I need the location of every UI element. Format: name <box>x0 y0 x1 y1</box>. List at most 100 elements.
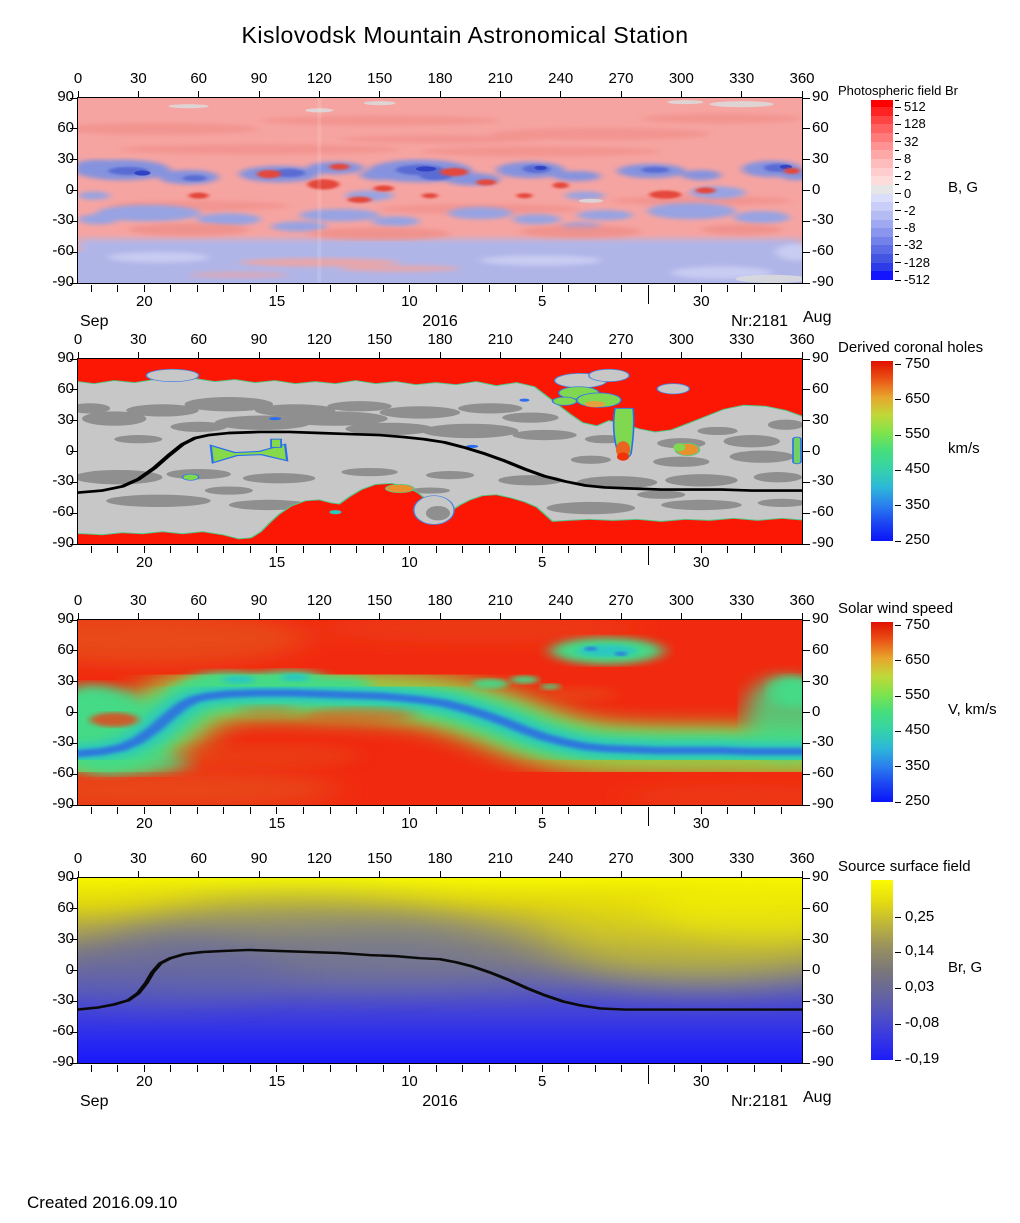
day-tick <box>621 285 623 292</box>
lat-tick-right <box>803 190 810 191</box>
day-tick <box>170 807 172 814</box>
lat-tick-left <box>70 650 77 652</box>
lon-tick <box>680 91 682 97</box>
lat-tick-label-right: -30 <box>812 991 834 1009</box>
lat-tick-label-right: -90 <box>812 534 834 551</box>
colorbar-title: Solar wind speed <box>838 600 954 617</box>
day-tick <box>515 1065 517 1072</box>
lon-tick <box>137 871 139 877</box>
colorbar-tick-label: 250 <box>905 792 931 809</box>
colorbar-tick <box>895 236 899 238</box>
day-tick <box>382 285 384 292</box>
colorbar-tick <box>895 175 901 177</box>
colorbar-gradient <box>871 361 893 541</box>
lon-tick <box>801 613 803 619</box>
lon-tick-label: 0 <box>73 70 83 87</box>
colorbar-segment <box>871 133 893 143</box>
lat-tick-label-left: 60 <box>57 898 74 916</box>
lat-tick-label-left: -60 <box>52 242 74 260</box>
colorbar-segment <box>871 167 893 177</box>
lon-tick <box>499 352 501 358</box>
lon-tick <box>741 613 743 619</box>
colorbar-tick <box>895 244 901 246</box>
lat-tick-label-left: 0 <box>65 702 74 720</box>
colorbar-tick-label: 0,14 <box>905 942 935 959</box>
lat-tick-left <box>70 619 77 621</box>
colorbar-title: Photospheric field Br <box>838 83 958 98</box>
lat-tick-label-right: 30 <box>812 929 829 947</box>
lat-tick-right <box>803 908 810 910</box>
colorbar-tick-label: 750 <box>905 354 931 372</box>
colorbar-tick <box>895 115 899 117</box>
colorbar-tick-label: 450 <box>905 721 931 739</box>
lon-tick-label: 180 <box>427 70 453 87</box>
day-tick <box>568 546 570 553</box>
colorbar-tick <box>895 227 901 229</box>
day-label: 15 <box>268 554 286 571</box>
day-tick <box>488 285 490 292</box>
colorbar-gradient <box>871 622 893 802</box>
day-tick <box>700 1065 702 1072</box>
lon-tick <box>439 613 441 619</box>
lon-tick-label: 60 <box>190 331 207 348</box>
colorbar-tick <box>895 106 901 108</box>
lat-tick-left <box>70 451 77 452</box>
day-tick <box>435 807 437 814</box>
day-tick <box>435 1065 437 1072</box>
lon-tick <box>379 91 381 97</box>
colorbar-tick-label: -8 <box>904 220 916 236</box>
day-tick <box>143 285 145 292</box>
lon-tick <box>499 91 501 97</box>
colorbar-segment <box>871 228 893 238</box>
lon-tick <box>560 91 562 97</box>
month-label-left: Sep <box>80 313 109 330</box>
day-tick <box>90 1065 92 1072</box>
lat-tick-left <box>70 420 77 422</box>
lat-tick-left <box>70 1000 77 1002</box>
lat-tick-label-right: 90 <box>812 88 829 105</box>
day-tick <box>515 285 517 292</box>
year-label: 2016 <box>422 1093 458 1110</box>
slow-speed-green-patches <box>181 386 802 515</box>
lat-tick-right <box>803 650 810 652</box>
lat-tick-label-right: 60 <box>812 118 829 136</box>
day-tick <box>196 807 198 814</box>
lat-tick-label-right: -60 <box>812 242 834 260</box>
day-tick <box>90 546 92 553</box>
lon-tick-label: 60 <box>190 592 207 609</box>
day-tick <box>462 546 464 553</box>
lon-tick <box>499 871 501 877</box>
day-tick <box>249 807 251 814</box>
lat-tick-right <box>803 358 810 360</box>
lon-tick <box>318 871 320 877</box>
lon-tick-label: 30 <box>129 850 147 867</box>
lon-tick-label: 240 <box>548 331 574 348</box>
colorbar-tick <box>895 469 901 471</box>
lon-tick <box>198 871 200 877</box>
lat-tick-right <box>803 681 810 683</box>
lat-tick-label-left: -90 <box>52 1053 74 1070</box>
day-label: 20 <box>136 1073 153 1090</box>
lat-tick-label-right: 0 <box>812 441 821 459</box>
colorbar-tick <box>895 695 901 697</box>
colorbar-unit: V, km/s <box>948 701 997 718</box>
colorbar-tick <box>895 99 899 101</box>
lon-tick-label: 60 <box>190 70 207 87</box>
day-tick <box>568 285 570 292</box>
lat-tick-label-right: 30 <box>812 671 829 689</box>
lat-tick-label-left: -90 <box>52 273 74 290</box>
lon-tick <box>741 91 743 97</box>
lon-tick-label: 300 <box>668 592 694 609</box>
lon-tick <box>258 871 260 877</box>
lat-tick-label-left: 30 <box>57 149 74 167</box>
day-tick <box>435 546 437 553</box>
lon-tick-label: 360 <box>789 592 815 609</box>
lat-tick-right <box>803 712 810 713</box>
colorbar-tick-label: 650 <box>905 650 931 668</box>
lat-tick-right <box>803 970 810 971</box>
colorbar-tick <box>895 262 901 264</box>
lat-tick-right <box>803 773 810 775</box>
lat-tick-left <box>70 159 77 161</box>
lon-tick <box>801 871 803 877</box>
year-label: 2016 <box>422 313 458 330</box>
